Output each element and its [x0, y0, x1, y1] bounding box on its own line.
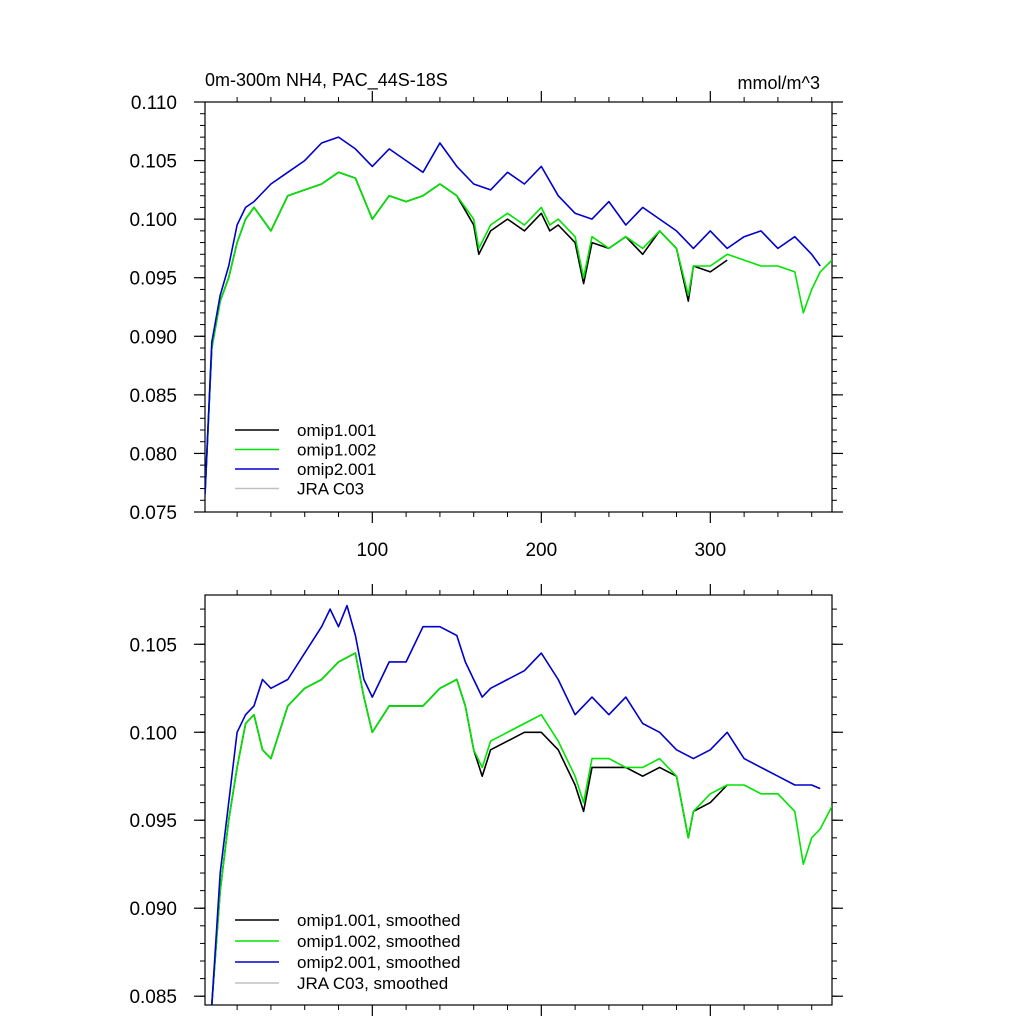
legend-label: omip1.001, smoothed — [297, 911, 461, 930]
series-line-omip1-001-smoothed — [211, 652, 728, 1005]
y-tick-label: 0.085 — [129, 987, 177, 1008]
series-line-omip1-002-smoothed — [211, 652, 832, 1005]
series-line-omip1-001 — [205, 171, 728, 495]
y-tick-label: 0.100 — [129, 210, 177, 231]
legend-label: omip1.002 — [297, 441, 376, 460]
y-tick-label: 0.095 — [129, 811, 177, 832]
legend-label: omip2.001 — [297, 460, 376, 479]
y-tick-label: 0.105 — [129, 635, 177, 656]
legend-label: omip2.001, smoothed — [297, 953, 461, 972]
y-tick-label: 0.075 — [129, 503, 177, 524]
legend-label: omip1.002, smoothed — [297, 932, 461, 951]
y-tick-label: 0.110 — [131, 93, 177, 114]
y-tick-label: 0.105 — [129, 152, 177, 173]
series-line-omip2-001 — [205, 136, 821, 495]
x-tick-label: 300 — [694, 540, 726, 561]
y-tick-label: 0.100 — [129, 723, 177, 744]
units-label: mmol/m^3 — [738, 73, 820, 93]
series-line-omip1-002 — [205, 171, 832, 495]
y-tick-label: 0.095 — [129, 269, 177, 290]
plot-frame — [204, 101, 833, 513]
legend-label: JRA C03, smoothed — [297, 974, 448, 993]
chart-title: 0m-300m NH4, PAC_44S-18S — [205, 70, 448, 91]
top-panel: 100 200 300 0.075 0.080 0.085 0.090 0.095 0.100 0… — [129, 70, 843, 561]
x-tick-label: 200 — [525, 540, 557, 561]
plot-frame — [204, 594, 833, 1006]
x-tick-label: 100 — [356, 540, 388, 561]
bottom-panel: 0.085 0.090 0.095 0.100 0.105 omip1.001, smoo… — [129, 584, 843, 1016]
y-tick-label: 0.090 — [129, 899, 177, 920]
series-line-omip2-001-smoothed — [211, 604, 821, 1005]
y-tick-label: 0.080 — [129, 444, 177, 465]
y-tick-label: 0.085 — [129, 386, 177, 407]
y-tick-label: 0.090 — [129, 327, 177, 348]
legend-label: omip1.001 — [297, 421, 376, 440]
legend-label: JRA C03 — [297, 480, 364, 499]
